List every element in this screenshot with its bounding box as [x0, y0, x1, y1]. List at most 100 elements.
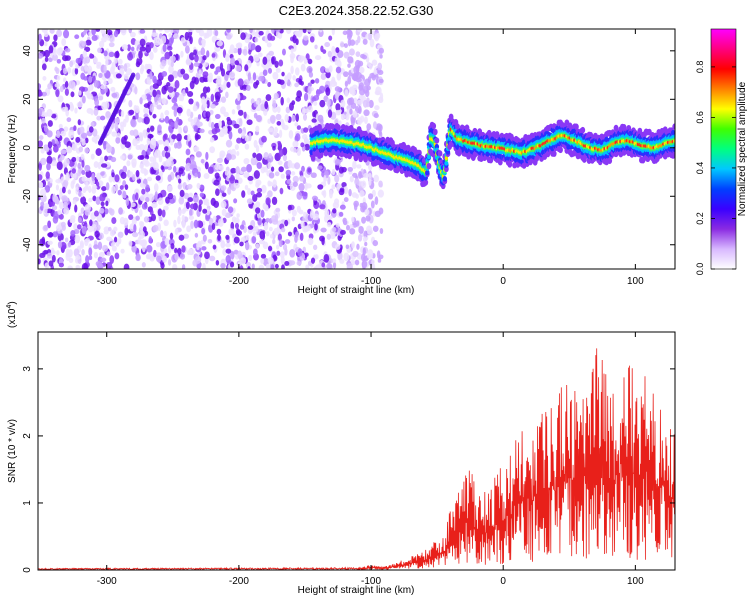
spectrogram-cell: [128, 240, 133, 247]
spectrogram-cell: [146, 137, 151, 145]
spectrogram-cell: [56, 75, 61, 81]
spectrogram-cell: [335, 47, 340, 54]
spectrogram-cell: [255, 243, 260, 249]
spectrogram-cell: [432, 128, 438, 136]
colorbar-tick-label: 0.0: [695, 263, 705, 276]
spectrogram-cell: [111, 217, 117, 225]
spectrogram-cell: [129, 202, 136, 208]
spectrogram-cell: [62, 77, 67, 83]
spectrogram-cell: [161, 85, 167, 95]
spectrogram-cell: [329, 189, 333, 199]
spectrogram-cell: [369, 38, 375, 48]
spectrogram-cell: [328, 65, 333, 73]
spectrogram-cell: [284, 114, 289, 123]
spectrogram-cell: [79, 240, 84, 248]
spectrogram-cell: [196, 121, 203, 127]
spectrogram-cell: [139, 183, 146, 189]
spectrogram-cell: [114, 121, 119, 130]
spectrogram-cell: [297, 248, 303, 257]
spectrogram-cell: [256, 153, 263, 162]
spectrogram-cell: [244, 135, 249, 142]
spectrogram-cell: [120, 29, 127, 36]
spectrogram-cell: [63, 201, 69, 209]
spectrogram-cell: [364, 208, 370, 216]
spectrogram-cell: [336, 72, 342, 81]
spectrogram-cell: [371, 259, 375, 265]
spectrogram-cell: [355, 178, 360, 186]
spectrogram-cell: [225, 234, 230, 240]
spectrogram-cell: [51, 139, 56, 146]
spectrogram-cell: [239, 224, 245, 230]
spectrogram-cell: [127, 154, 133, 160]
spectrogram-cell: [145, 196, 150, 203]
spectrogram-cell: [123, 217, 129, 226]
spectrogram-cell: [53, 34, 58, 42]
spectrogram-cell: [139, 97, 143, 105]
spectrogram-cell: [273, 227, 280, 236]
spectrogram-cell: [153, 249, 157, 258]
spectrogram-cell: [94, 230, 100, 238]
spectrogram-cell: [356, 29, 363, 33]
spectrogram-cell: [174, 247, 178, 254]
spectrogram-cell: [45, 171, 50, 179]
spectrogram-cell: [201, 246, 207, 251]
spectrogram-cell: [172, 33, 180, 40]
spectrogram-cell: [38, 140, 43, 148]
spectrogram-cell: [220, 96, 227, 103]
spectrogram-cell: [332, 258, 337, 263]
spectrogram-cell: [209, 137, 215, 143]
spectrogram-cell: [251, 235, 257, 244]
spectrogram-cell: [128, 109, 135, 115]
spectrogram-cell: [292, 175, 299, 183]
spectrogram-cell: [362, 100, 368, 108]
spectrogram-cell: [201, 96, 206, 105]
spectrogram-cell: [94, 210, 99, 217]
spectrogram-cell: [89, 53, 93, 59]
spectrogram-cell: [58, 213, 64, 220]
spectrogram-cell: [256, 100, 260, 105]
spectrogram-cell: [129, 129, 135, 136]
spectrogram-cell: [279, 251, 285, 259]
spectrogram-cell: [233, 198, 238, 204]
spectrogram-cell: [342, 30, 348, 36]
spectrogram-cell: [198, 204, 202, 212]
spectrogram-cell: [335, 223, 340, 228]
spectrogram-cell: [205, 208, 211, 216]
spectrogram-cell: [361, 216, 367, 224]
spectrogram-cell: [235, 173, 240, 181]
spectrogram-cell: [346, 33, 352, 40]
spectrogram-cell: [132, 129, 139, 137]
spectrogram-cell: [379, 92, 384, 101]
spectrogram-cell: [216, 40, 223, 47]
spectrogram-cell: [109, 255, 115, 264]
spectrogram-cell: [171, 97, 178, 104]
spectrogram-x-ticks: -300 -200 -100 0 100: [97, 29, 644, 287]
spectrogram-cell: [100, 171, 105, 176]
spectrogram-cell: [107, 78, 113, 85]
spectrogram-cell: [134, 105, 140, 113]
spectrogram-cell: [146, 253, 152, 259]
spectrogram-cell: [149, 71, 153, 80]
spectrogram-cell: [488, 157, 494, 164]
colorbar-tick-label: 0.2: [695, 212, 705, 225]
spectrogram-cell: [324, 42, 331, 48]
spectrogram-cell: [68, 257, 74, 264]
spectrogram-cell: [294, 162, 301, 170]
spectrogram-cell: [296, 191, 303, 200]
spectrogram-cell: [240, 32, 246, 41]
spectrogram-cell: [331, 45, 336, 54]
spectrogram-cell: [60, 221, 66, 228]
spectrogram-cell: [224, 126, 228, 135]
spectrogram-cell: [247, 225, 254, 230]
spectrogram-cell: [365, 34, 369, 40]
spectrogram-cell: [248, 132, 252, 142]
spectrogram-cell: [60, 149, 67, 155]
spectrogram-cell: [307, 105, 313, 113]
spectrogram-cell: [376, 32, 381, 39]
spectrogram-cell: [246, 119, 253, 126]
spectrogram-cell: [123, 263, 130, 269]
spectrogram-cell: [292, 140, 299, 148]
spectrogram-cell: [336, 124, 341, 131]
spectrogram-cell: [301, 165, 305, 173]
